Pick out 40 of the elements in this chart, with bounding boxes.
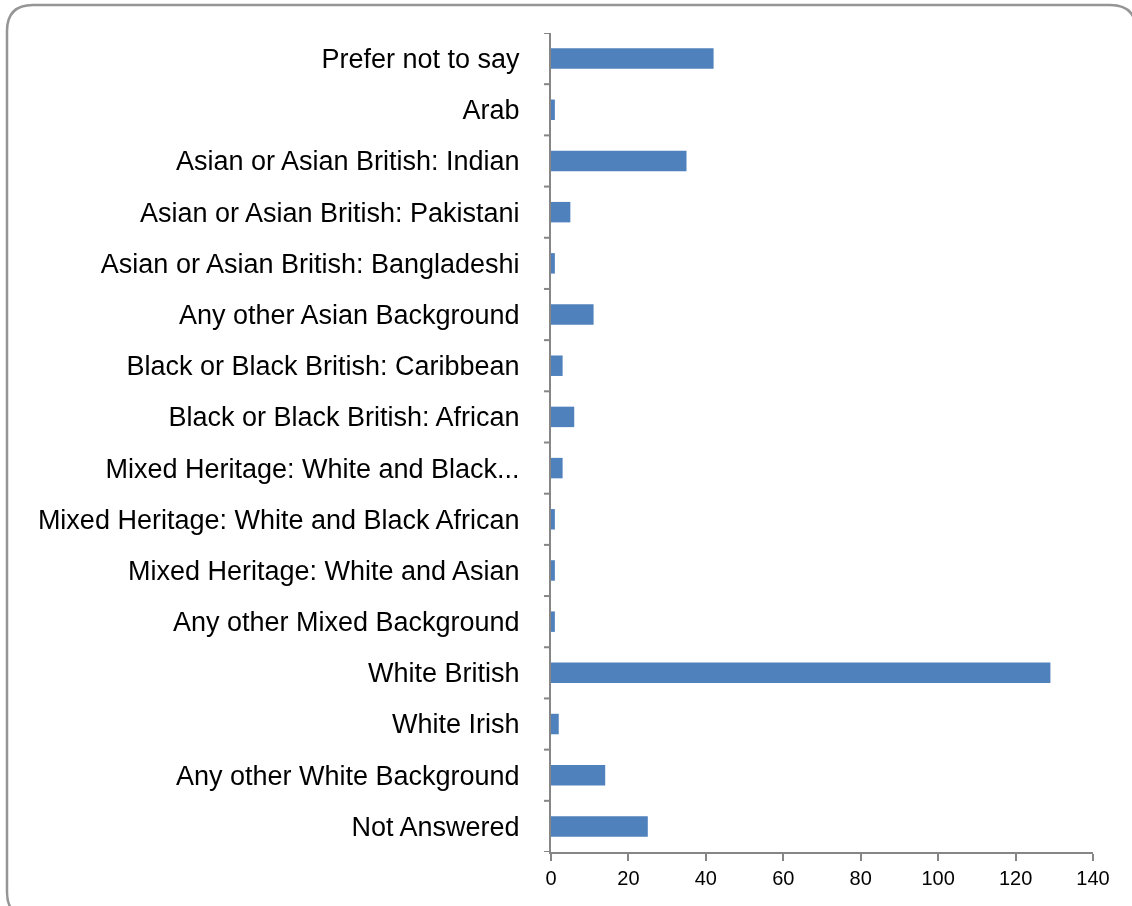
y-tick-label: Asian or Asian British: Indian — [175, 146, 520, 177]
bar — [551, 816, 648, 837]
y-tick-label: White British — [368, 658, 520, 689]
y-tick-label: Mixed Heritage: White and Asian — [127, 555, 520, 586]
y-tick-label: Mixed Heritage: White and Black... — [105, 453, 520, 484]
y-tick-label: Not Answered — [351, 811, 520, 842]
bar — [551, 304, 594, 325]
bar — [551, 662, 1051, 684]
bar — [551, 560, 555, 581]
x-tick-label: 140 — [1076, 867, 1110, 889]
bar — [551, 509, 555, 530]
x-tick-label: 0 — [545, 867, 557, 889]
x-tick-label: 40 — [694, 867, 717, 889]
bar — [551, 150, 687, 172]
y-tick-label: White Irish — [392, 709, 520, 740]
x-tick-label: 60 — [772, 867, 795, 889]
bar — [551, 713, 559, 735]
x-tick-label: 100 — [921, 867, 955, 889]
bar — [551, 406, 575, 428]
y-tick-label: Black or Black British: Caribbean — [126, 351, 520, 382]
x-tick-label: 80 — [849, 867, 872, 889]
bar — [551, 201, 571, 223]
bar — [551, 457, 563, 479]
y-tick-label: Any other Mixed Background — [172, 607, 520, 638]
y-tick-label: Arab — [462, 95, 520, 126]
y-tick-label: Mixed Heritage: White and Black African — [37, 504, 520, 535]
y-tick-label: Black or Black British: African — [168, 402, 520, 433]
x-tick-label: 120 — [998, 867, 1033, 889]
y-tick-label: Any other Asian Background — [178, 299, 520, 330]
y-tick-label: Prefer not to say — [321, 44, 521, 75]
bar — [551, 253, 555, 274]
y-tick-label: Asian or Asian British: Pakistani — [139, 197, 520, 228]
bar — [551, 48, 714, 69]
y-tick-label: Asian or Asian British: Bangladeshi — [100, 248, 520, 279]
bar — [551, 99, 555, 121]
bar — [551, 764, 606, 786]
y-tick-label: Any other White Background — [175, 760, 520, 791]
x-tick-label: 20 — [617, 867, 640, 889]
bar — [551, 355, 563, 376]
bar — [551, 611, 555, 632]
